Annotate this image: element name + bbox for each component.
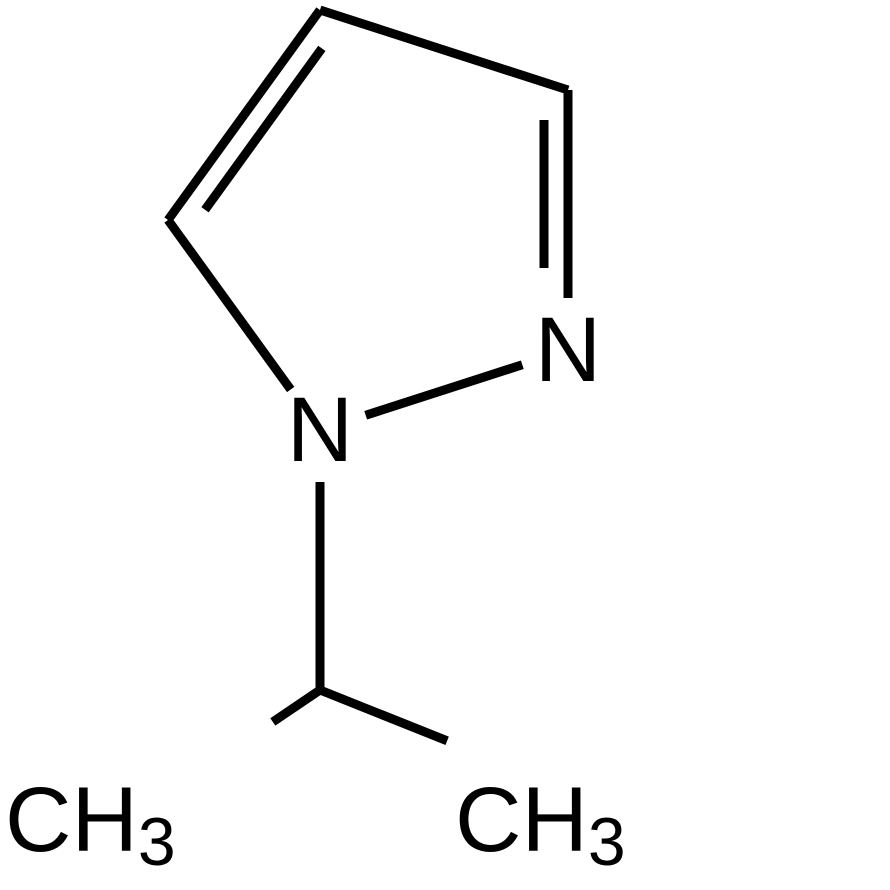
atom-label-C8_label: CH3 (455, 769, 626, 880)
atom-label-C7_label: CH3 (5, 769, 176, 880)
chemical-structure-svg: N N CH3 CH3 (0, 0, 890, 890)
atom-label-N1: N (287, 379, 353, 481)
atom-label-N2: N (535, 299, 601, 401)
atoms-group: N N CH3 CH3 (5, 299, 626, 880)
bonds-group (168, 10, 568, 741)
